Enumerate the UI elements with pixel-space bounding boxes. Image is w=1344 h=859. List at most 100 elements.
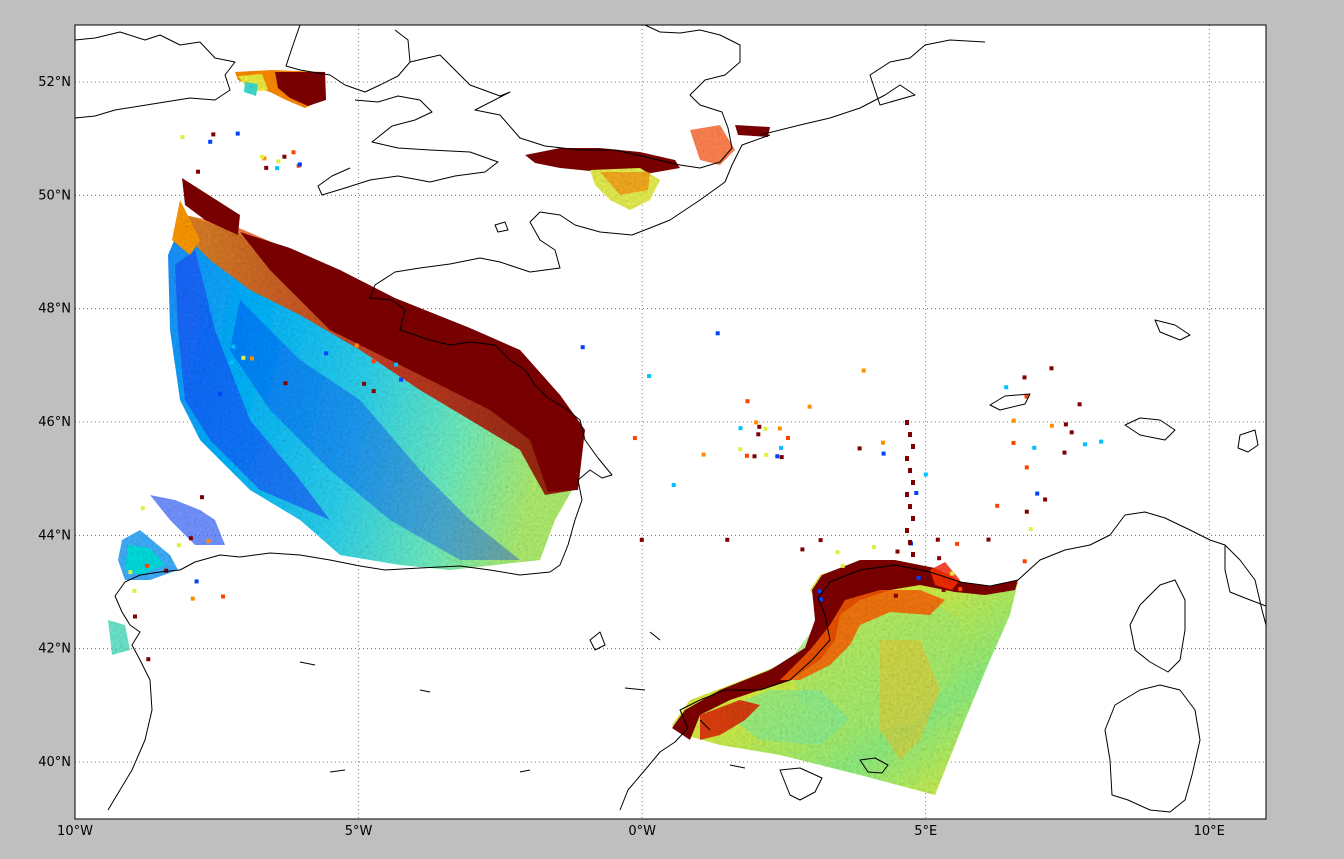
observation-pixel — [1004, 385, 1009, 390]
observation-pixel — [1049, 423, 1054, 428]
observation-pixel — [211, 132, 216, 137]
observation-pixel — [818, 538, 823, 543]
observation-pixel — [941, 587, 946, 592]
observation-pixel — [1024, 394, 1029, 399]
observation-pixel — [275, 166, 280, 171]
observation-pixel — [905, 528, 909, 533]
observation-pixel — [639, 537, 644, 542]
observation-pixel — [779, 455, 784, 460]
scattered-observations — [128, 131, 1104, 662]
observation-pixel — [817, 589, 822, 594]
observation-pixel — [923, 472, 928, 477]
observation-pixel — [800, 547, 805, 552]
observation-pixel — [208, 139, 213, 144]
observation-pixel — [371, 359, 376, 364]
observation-pixel — [764, 452, 769, 457]
observation-pixel — [911, 516, 915, 521]
observation-pixel — [647, 374, 652, 379]
coast-britain-west — [285, 25, 411, 93]
y-tick-label: 52°N — [38, 75, 71, 90]
observation-pixel — [779, 445, 783, 450]
coast-balearic-menorca — [779, 767, 823, 801]
observation-pixel — [807, 404, 812, 409]
observation-pixel — [249, 356, 254, 361]
observation-pixel — [360, 342, 365, 347]
observation-pixel — [744, 453, 749, 458]
observation-pixel — [164, 568, 169, 573]
observation-pixel — [394, 362, 399, 367]
observation-pixel — [950, 571, 955, 576]
coast-balearic-mallorca — [859, 757, 889, 774]
observation-pixel — [725, 537, 730, 542]
observation-pixel — [241, 355, 246, 360]
channel-patch — [525, 125, 770, 210]
observation-pixel — [1062, 450, 1067, 455]
observation-pixel — [282, 154, 287, 159]
y-tick-label: 44°N — [38, 528, 71, 543]
observation-pixel — [371, 389, 376, 394]
observation-pixel — [937, 556, 942, 561]
observation-pixel — [857, 446, 862, 451]
observation-pixel — [1069, 430, 1074, 435]
galicia-strip — [108, 495, 225, 655]
coast-netherlands — [759, 39, 986, 136]
observation-pixel — [1083, 442, 1087, 447]
observation-pixel — [291, 150, 296, 155]
coast-lake-geneva — [989, 393, 1031, 411]
observation-pixel — [580, 345, 585, 350]
irish-sea-patch — [235, 70, 326, 108]
observation-pixel — [262, 156, 267, 161]
sst-data-layer — [108, 70, 1104, 795]
observation-pixel — [908, 540, 912, 545]
observation-pixel — [958, 587, 963, 591]
x-tick-label: 5°W — [345, 824, 373, 839]
observation-pixel — [1049, 366, 1054, 371]
coast-inland-lines — [299, 631, 746, 773]
observation-pixel — [276, 159, 281, 164]
coast-ebro — [589, 631, 606, 651]
observation-pixel — [757, 424, 762, 429]
coast-iberia-north — [107, 569, 181, 811]
observation-pixel — [840, 563, 845, 568]
y-tick-label: 46°N — [38, 415, 71, 430]
observation-pixel — [911, 552, 915, 557]
x-tick-labels: 10°W 5°W 0°W 5°E 10°E — [57, 824, 1225, 839]
observation-pixel — [955, 541, 960, 546]
observation-pixel — [1022, 375, 1027, 380]
observation-pixel — [194, 579, 199, 584]
y-tick-label: 50°N — [38, 188, 71, 203]
observation-pixel — [986, 537, 991, 542]
observation-pixel — [1011, 440, 1016, 445]
observation-pixel — [752, 454, 757, 459]
observation-pixel — [1063, 422, 1068, 427]
observation-pixel — [324, 351, 329, 356]
observation-pixel — [206, 538, 211, 543]
observation-pixel — [283, 381, 288, 386]
observation-pixel — [632, 436, 637, 441]
observation-pixel — [715, 331, 720, 336]
observation-pixel — [911, 480, 915, 485]
observation-pixel — [745, 399, 750, 404]
observation-pixel — [819, 597, 823, 602]
observation-pixel — [354, 343, 359, 348]
observation-pixel — [861, 368, 866, 373]
y-tick-label: 42°N — [38, 642, 71, 657]
y-tick-label: 48°N — [38, 302, 71, 317]
coast-corsica — [1129, 579, 1186, 673]
observation-pixel — [738, 447, 743, 452]
observation-pixel — [916, 575, 921, 580]
coast-italy — [1224, 544, 1266, 626]
observation-pixel — [1028, 527, 1033, 532]
observation-pixel — [756, 432, 761, 437]
observation-pixel — [881, 451, 886, 456]
observation-pixel — [190, 596, 195, 601]
coast-wales — [317, 95, 499, 196]
observation-pixel — [1011, 418, 1016, 423]
observation-pixel — [229, 360, 234, 365]
x-tick-label: 10°E — [1194, 824, 1225, 839]
observation-pixel — [914, 491, 919, 495]
observation-pixel — [235, 131, 240, 136]
observation-pixel — [1032, 445, 1037, 450]
axes-frame — [74, 24, 1267, 820]
